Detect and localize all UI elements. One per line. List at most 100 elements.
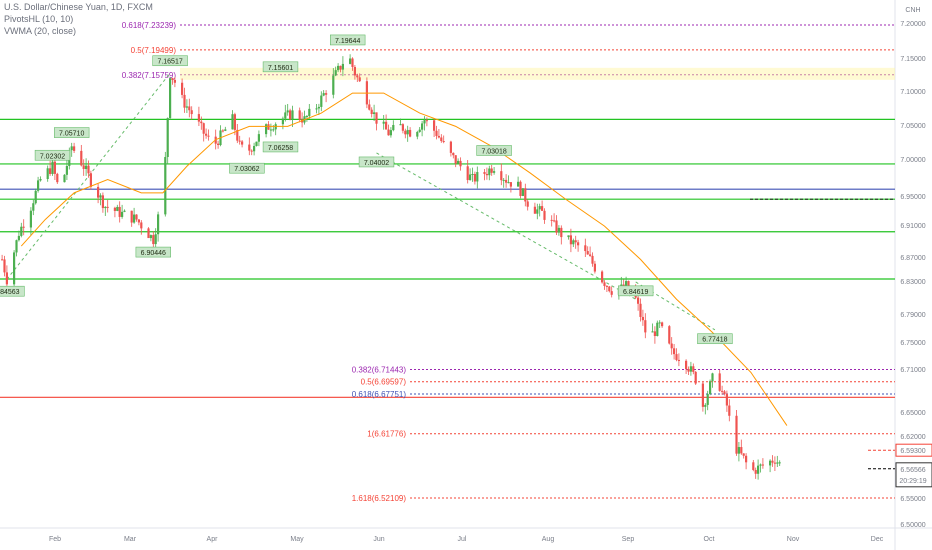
y-tick-label: 6.83000 — [900, 279, 925, 286]
candle-body — [15, 240, 18, 253]
candle-body — [454, 155, 457, 164]
y-tick-label: 7.20000 — [900, 21, 925, 28]
candle-body — [761, 464, 764, 466]
candle-body — [385, 121, 388, 130]
candle-body — [34, 190, 37, 204]
candle-body — [39, 178, 42, 181]
candle-body — [298, 110, 301, 120]
zigzag-line — [376, 152, 636, 300]
candle-body — [543, 210, 546, 220]
candle-body — [257, 134, 260, 142]
legend-pivots: PivotsHL (10, 10) — [4, 14, 74, 24]
fib-level-label: 1.618(6.52109) — [352, 494, 407, 503]
candle-body — [334, 70, 337, 76]
candle-body — [493, 171, 496, 173]
legend-title: U.S. Dollar/Chinese Yuan, 1D, FXCM — [4, 2, 153, 12]
candle-body — [668, 326, 671, 344]
candle-body — [437, 135, 440, 138]
candle-body — [217, 143, 220, 146]
highlight-band — [180, 67, 895, 80]
candle-body — [349, 58, 352, 64]
candle-body — [459, 160, 462, 167]
price-axis — [895, 0, 932, 550]
candle-body — [99, 195, 102, 198]
candle-body — [721, 390, 724, 392]
countdown-text: 20:29:19 — [899, 478, 926, 485]
candle-body — [255, 141, 258, 146]
y-tick-label: 6.79000 — [900, 312, 925, 319]
candle-body — [687, 369, 690, 372]
candle-body — [224, 129, 227, 131]
candle-body — [241, 141, 244, 145]
candle-body — [639, 303, 642, 317]
candle-body — [625, 281, 628, 288]
pivot-label-box — [0, 285, 25, 297]
candle-body — [586, 251, 589, 255]
pivot-label: 7.05710 — [59, 131, 84, 138]
legend-vwma: VWMA (20, close) — [4, 26, 77, 36]
candle-body — [205, 133, 208, 136]
x-tick-label: Apr — [207, 536, 219, 543]
candle-body — [440, 137, 443, 142]
candle-body — [37, 180, 40, 191]
fib-level-label: 0.382(6.71443) — [352, 365, 407, 374]
candle-body — [272, 129, 275, 131]
candle-body — [85, 165, 88, 170]
candle-body — [65, 165, 68, 175]
candle-body — [728, 405, 731, 416]
candle-body — [70, 146, 73, 151]
candle-body — [308, 108, 311, 117]
vwma-line — [20, 92, 788, 426]
pivot-label-box — [152, 55, 188, 67]
candle-body — [569, 235, 572, 245]
candle-body — [339, 65, 342, 70]
fib-level-label: 0.618(7.23239) — [122, 21, 177, 30]
candle-body — [171, 78, 174, 80]
candle-body — [97, 186, 100, 198]
pivot-label-box — [476, 145, 512, 156]
candle-body — [449, 141, 452, 153]
pivot-label: 6.84619 — [623, 289, 648, 296]
candle-body — [289, 110, 292, 120]
candle-body — [13, 252, 16, 285]
candle-body — [337, 65, 340, 71]
pivot-label: 7.16517 — [157, 59, 182, 66]
candle-body — [605, 285, 608, 287]
candle-body — [200, 121, 203, 124]
candle-body — [404, 130, 407, 135]
pivot-label: 7.19644 — [335, 38, 360, 45]
candle-body — [135, 214, 138, 220]
candle-body — [555, 220, 558, 233]
pivot-label-box — [34, 149, 71, 161]
candle-body — [409, 129, 412, 137]
candle-body — [670, 343, 673, 349]
candle-body — [147, 228, 150, 239]
candle-body — [20, 226, 23, 236]
candle-body — [416, 131, 419, 137]
candle-body — [538, 206, 541, 210]
x-tick-label: Mar — [124, 536, 137, 543]
alt-price-badge-text: 6.59300 — [900, 448, 925, 455]
y-tick-label: 7.00000 — [900, 157, 925, 164]
fib-level-label: 1(6.61776) — [367, 430, 406, 439]
candle-body — [656, 322, 659, 337]
candle-body — [709, 381, 712, 395]
candle-body — [759, 464, 762, 466]
fib-level-label: 0.5(6.69597) — [361, 378, 407, 387]
candle-body — [471, 173, 474, 175]
x-tick-label: Feb — [49, 536, 61, 543]
candle-body — [113, 207, 116, 211]
pivot-label: 6.90446 — [141, 250, 166, 257]
candle-body — [49, 168, 52, 174]
y-tick-label: 7.05000 — [900, 123, 925, 130]
x-tick-label: Nov — [787, 536, 800, 543]
candle-body — [370, 109, 373, 115]
candle-body — [509, 182, 512, 187]
candle-body — [375, 112, 378, 124]
candle-body — [267, 124, 270, 130]
candle-body — [485, 173, 488, 176]
candle-body — [469, 174, 472, 181]
candle-body — [567, 235, 570, 238]
